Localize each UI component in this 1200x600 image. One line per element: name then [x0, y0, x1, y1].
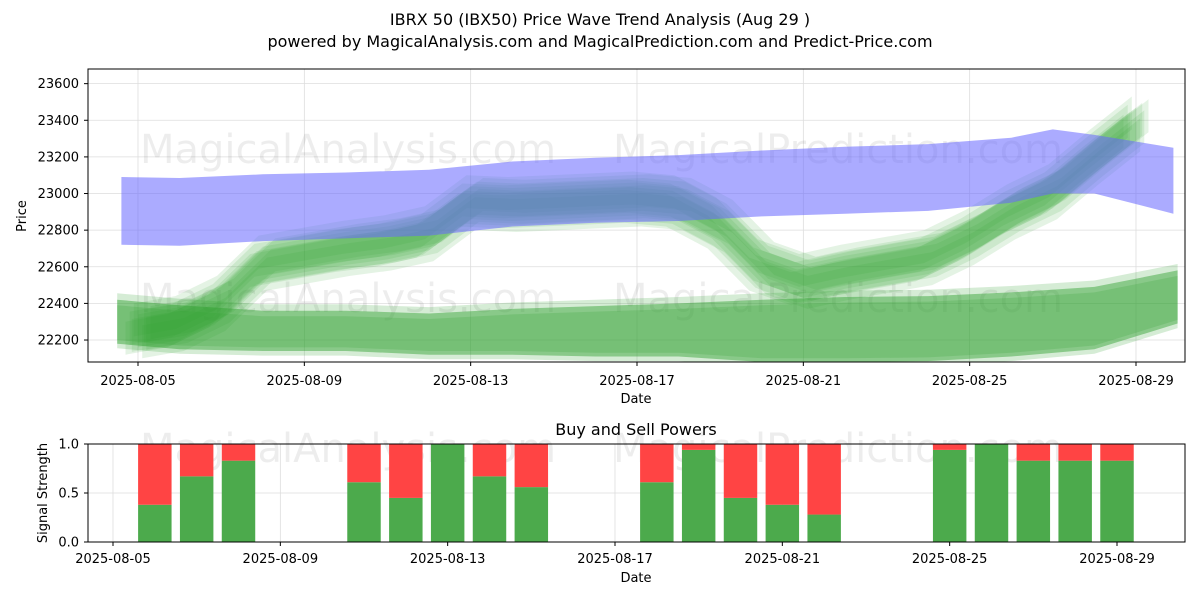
- buy-bar: [1100, 460, 1134, 542]
- price-watermarks: MagicalAnalysis.com MagicalPrediction.co…: [140, 127, 1063, 322]
- price-series: [117, 96, 1178, 362]
- buy-sell-y-axis-label: Signal Strength: [36, 443, 51, 543]
- price-x-tick-label: 2025-08-09: [267, 374, 343, 389]
- sell-bar: [681, 444, 716, 450]
- green-support-band: [117, 270, 1178, 362]
- price-y-axis-label: Price: [15, 200, 30, 232]
- price-x-tick-label: 2025-08-25: [932, 374, 1008, 389]
- buy-bar: [681, 449, 716, 542]
- buy-bar: [347, 482, 381, 542]
- buy-bar: [974, 444, 1009, 542]
- sell-bar: [723, 444, 758, 498]
- green-support-band: [117, 275, 1178, 359]
- price-x-ticks: 2025-08-05 2025-08-09 2025-08-13 2025-08-17…: [100, 362, 1174, 389]
- price-y-tick-label: 22800: [38, 224, 79, 239]
- sell-bar: [640, 444, 674, 483]
- price-y-tick-label: 22200: [38, 334, 79, 349]
- buy-bar: [179, 476, 214, 542]
- buy-bar: [221, 460, 256, 542]
- buy-bar: [765, 504, 800, 542]
- watermark-prediction-2: MagicalPrediction.com: [613, 276, 1063, 322]
- buy-bar: [1058, 460, 1092, 542]
- buy-sell-x-tick-label: 2025-08-21: [745, 552, 821, 567]
- price-chart-panel: MagicalAnalysis.com MagicalPrediction.co…: [15, 68, 1186, 407]
- buy-sell-y-ticks: 0.0 0.5 1.0: [58, 438, 88, 551]
- blue-trend-band: [121, 129, 1174, 246]
- sell-bar: [347, 444, 381, 483]
- price-y-tick-label: 23000: [38, 187, 79, 202]
- price-y-tick-label: 23200: [38, 150, 79, 165]
- green-support-band: [117, 264, 1178, 362]
- sell-bar: [765, 444, 800, 505]
- sell-bar: [1016, 444, 1051, 461]
- buy-bar: [430, 444, 465, 542]
- price-y-tick-label: 22600: [38, 260, 79, 275]
- buy-sell-x-ticks: 2025-08-05 2025-08-09 2025-08-13 2025-08-17…: [75, 542, 1155, 567]
- buy-bar: [723, 497, 758, 542]
- buy-sell-y-tick-label: 0.5: [58, 487, 79, 502]
- price-y-tick-label: 22400: [38, 297, 79, 312]
- watermark-analysis-2: MagicalAnalysis.com: [140, 276, 556, 322]
- buy-bar: [472, 476, 507, 542]
- sell-bar: [472, 444, 507, 477]
- price-x-tick-label: 2025-08-17: [599, 374, 675, 389]
- buy-sell-bars: [138, 444, 1134, 542]
- price-y-ticks: 22200 22400 22600 22800 23000 23200 23400 23600: [38, 77, 88, 349]
- buy-sell-y-tick-label: 0.0: [58, 536, 79, 551]
- sell-bar: [1058, 444, 1092, 461]
- price-x-axis-label: Date: [620, 392, 651, 407]
- buy-bar: [138, 504, 172, 542]
- sell-bar: [514, 444, 549, 488]
- sell-bar: [138, 444, 172, 505]
- buy-sell-x-tick-label: 2025-08-25: [912, 552, 988, 567]
- buy-bar: [640, 482, 674, 542]
- sell-bar: [389, 444, 423, 498]
- buy-bar: [1016, 460, 1051, 542]
- buy-sell-x-axis-label: Date: [620, 571, 651, 586]
- buy-bar: [514, 487, 549, 542]
- buy-sell-x-tick-label: 2025-08-17: [577, 552, 653, 567]
- chart-title-line2: powered by MagicalAnalysis.com and Magic…: [267, 32, 932, 51]
- buy-sell-x-tick-label: 2025-08-09: [243, 552, 319, 567]
- chart-title-line1: IBRX 50 (IBX50) Price Wave Trend Analysi…: [390, 10, 810, 29]
- price-x-tick-label: 2025-08-29: [1098, 374, 1174, 389]
- buy-sell-x-tick-label: 2025-08-13: [410, 552, 486, 567]
- price-y-tick-label: 23400: [38, 114, 79, 129]
- sell-bar: [179, 444, 214, 477]
- buy-bar: [932, 449, 967, 542]
- sell-bar: [1100, 444, 1134, 461]
- price-x-tick-label: 2025-08-13: [433, 374, 509, 389]
- buy-sell-x-tick-label: 2025-08-05: [75, 552, 151, 567]
- price-y-tick-label: 23600: [38, 77, 79, 92]
- buy-bar: [389, 497, 423, 542]
- sell-bar: [807, 444, 841, 515]
- buy-bar: [807, 514, 841, 542]
- buy-sell-panel: Buy and Sell Powers MagicalAnalysis.com …: [36, 420, 1186, 586]
- buy-sell-y-tick-label: 1.0: [58, 438, 79, 453]
- buy-sell-title: Buy and Sell Powers: [555, 420, 717, 439]
- price-x-tick-label: 2025-08-05: [100, 374, 176, 389]
- sell-bar: [932, 444, 967, 450]
- price-x-tick-label: 2025-08-21: [766, 374, 842, 389]
- buy-sell-x-tick-label: 2025-08-29: [1079, 552, 1155, 567]
- sell-bar: [221, 444, 256, 461]
